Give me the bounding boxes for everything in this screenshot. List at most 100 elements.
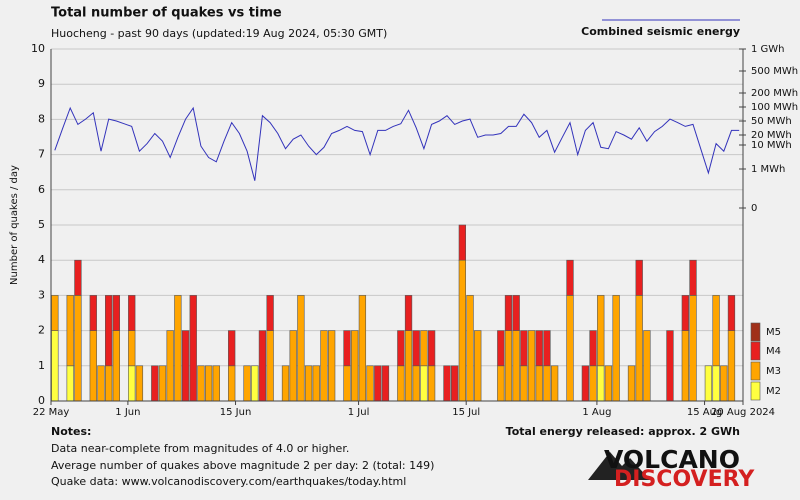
bar-segment <box>89 330 97 402</box>
bar-segment <box>397 365 405 402</box>
bar-segment <box>105 365 113 402</box>
legend-label: M5 <box>766 327 781 338</box>
bar-segment <box>589 365 597 402</box>
bar-segment <box>297 295 305 402</box>
bar-segment <box>550 365 559 402</box>
bar-segment <box>258 330 267 402</box>
bar-segment <box>635 259 643 296</box>
y-tick-label: 6 <box>38 183 45 196</box>
y2-tick-label: 500 MWh <box>751 66 798 77</box>
x-tick-label: 20 Aug 2024 <box>711 407 775 418</box>
bar-segment <box>74 295 82 402</box>
legend-label: M4 <box>766 346 781 357</box>
bar-segment <box>627 365 636 402</box>
bar-segment <box>358 295 367 402</box>
bar-segment <box>666 330 674 402</box>
notes-heading: Notes: <box>51 425 91 438</box>
bar-segment <box>451 365 459 402</box>
bar-segment <box>589 330 597 367</box>
y-tick-label: 8 <box>38 112 45 125</box>
logo: VOLCANO DISCOVERY <box>588 445 755 492</box>
bar-segment <box>112 295 120 331</box>
x-tick-label: 22 May <box>33 407 70 418</box>
bar-segment <box>712 295 720 367</box>
bar-segment <box>74 259 82 296</box>
bar-segment <box>420 365 428 402</box>
y2-tick-label: 20 MWh <box>751 130 792 141</box>
bar-segment <box>681 330 689 402</box>
bar-segment <box>312 365 320 402</box>
bar-segment <box>520 330 528 367</box>
bar-segment <box>128 330 136 367</box>
x-tick-label: 15 Jul <box>452 407 480 418</box>
bar-segment <box>304 365 313 402</box>
bar-segment <box>212 365 220 402</box>
bar-segment <box>89 295 97 331</box>
bar-segment <box>689 295 697 402</box>
y2-tick-label: 0 <box>751 203 757 214</box>
bar-segment <box>327 330 336 402</box>
bar-segment <box>543 330 551 367</box>
bar-segment <box>158 365 167 402</box>
bar-segment <box>527 330 536 402</box>
legend-label: Combined seismic energy <box>581 25 740 38</box>
bar-segment <box>704 365 713 402</box>
x-tick-label: 1 Aug <box>582 407 611 418</box>
bar-segment <box>689 259 697 296</box>
y-tick-label: 4 <box>38 253 45 266</box>
bar-segment <box>181 330 190 402</box>
bar-segment <box>727 330 736 402</box>
bar-segment <box>497 330 505 367</box>
logo-text: DISCOVERY <box>614 467 755 492</box>
bar-segment <box>420 330 428 367</box>
legend-swatch <box>750 381 761 401</box>
bar-segment <box>543 365 551 402</box>
y-tick-label: 10 <box>31 42 45 55</box>
x-tick-label: 1 Jun <box>115 407 140 418</box>
x-tick-label: 1 Jul <box>348 407 370 418</box>
chart-title: Total number of quakes vs time <box>51 6 282 21</box>
y-axis-label: Number of quakes / day <box>9 165 20 285</box>
bar-segment <box>404 330 413 402</box>
bar-segment <box>66 365 74 402</box>
energy-line <box>54 106 740 181</box>
bar-segment <box>635 295 643 402</box>
bar-segment <box>458 259 466 402</box>
bar-segment <box>128 295 136 331</box>
bar-segment <box>281 365 290 402</box>
bar-segment <box>228 365 236 402</box>
y2-tick-label: 50 MWh <box>751 116 792 127</box>
bar-segment <box>404 295 413 331</box>
bar-segment <box>412 365 420 402</box>
bar-segment <box>512 330 520 402</box>
bar-segment <box>366 365 374 402</box>
y2-tick-label: 200 MWh <box>751 88 798 99</box>
y-tick-label: 9 <box>38 77 45 90</box>
bar-segment <box>128 365 136 402</box>
y2-tick-label: 10 MWh <box>751 140 792 151</box>
note-line: Data near-complete from magnitudes of 4.… <box>51 442 349 455</box>
bar-segment <box>243 365 251 402</box>
bar-segment <box>512 295 520 331</box>
bar-segment <box>535 365 543 402</box>
bar-segment <box>566 259 574 296</box>
bar-segment <box>343 330 351 367</box>
bar-segment <box>597 295 605 367</box>
bar-segment <box>189 295 197 402</box>
bar-segment <box>135 365 144 402</box>
bar-segment <box>504 295 513 331</box>
bar-segment <box>228 330 236 367</box>
legend-swatch <box>750 341 761 361</box>
legend-label: M3 <box>766 366 781 377</box>
y-tick-label: 2 <box>38 324 45 337</box>
bar-segment <box>681 295 689 331</box>
legend-label: M2 <box>766 386 781 397</box>
bar-segment <box>474 330 482 402</box>
bar-segment <box>520 365 528 402</box>
bar-segment <box>712 365 720 402</box>
bar-segment <box>535 330 543 367</box>
x-tick-label: 15 Jun <box>220 407 252 418</box>
y-tick-label: 0 <box>38 394 45 407</box>
bar-segment <box>612 295 620 402</box>
bar-segment <box>97 365 105 402</box>
